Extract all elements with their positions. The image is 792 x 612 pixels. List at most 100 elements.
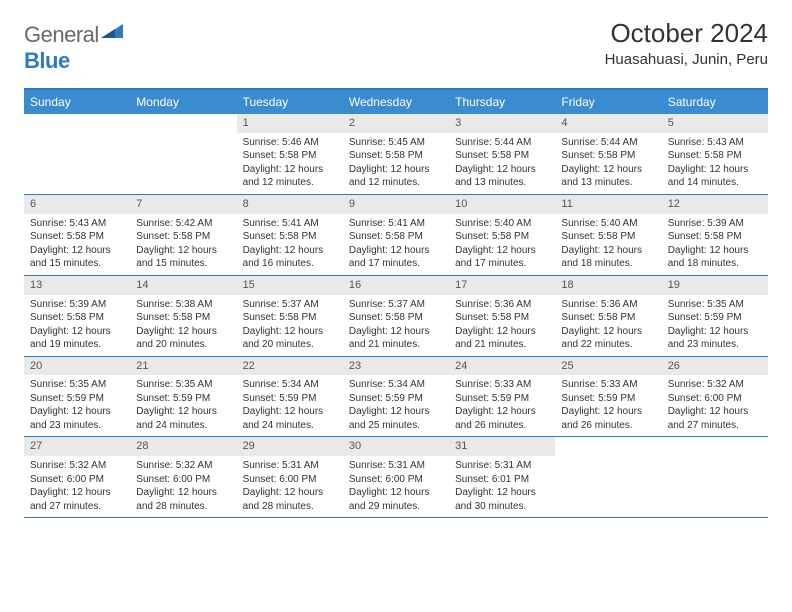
day-number: 16 bbox=[343, 276, 449, 295]
daylight-text: Daylight: 12 hours and 26 minutes. bbox=[455, 405, 549, 432]
day-number: 12 bbox=[662, 195, 768, 214]
day-header-row: Sunday Monday Tuesday Wednesday Thursday… bbox=[24, 90, 768, 114]
day-number: 22 bbox=[237, 357, 343, 376]
daylight-text: Daylight: 12 hours and 29 minutes. bbox=[349, 486, 443, 513]
sunset-text: Sunset: 5:58 PM bbox=[136, 230, 230, 244]
calendar-cell: . bbox=[662, 437, 768, 517]
sunset-text: Sunset: 5:58 PM bbox=[136, 311, 230, 325]
daylight-text: Daylight: 12 hours and 14 minutes. bbox=[668, 163, 762, 190]
sunrise-text: Sunrise: 5:44 AM bbox=[561, 136, 655, 150]
daylight-text: Daylight: 12 hours and 16 minutes. bbox=[243, 244, 337, 271]
sunset-text: Sunset: 5:58 PM bbox=[349, 149, 443, 163]
week-row: 27Sunrise: 5:32 AMSunset: 6:00 PMDayligh… bbox=[24, 437, 768, 518]
day-number: 29 bbox=[237, 437, 343, 456]
daylight-text: Daylight: 12 hours and 19 minutes. bbox=[30, 325, 124, 352]
calendar-cell: 27Sunrise: 5:32 AMSunset: 6:00 PMDayligh… bbox=[24, 437, 130, 517]
sunset-text: Sunset: 5:59 PM bbox=[455, 392, 549, 406]
sunset-text: Sunset: 6:00 PM bbox=[243, 473, 337, 487]
week-row: 20Sunrise: 5:35 AMSunset: 5:59 PMDayligh… bbox=[24, 357, 768, 438]
calendar-cell: 22Sunrise: 5:34 AMSunset: 5:59 PMDayligh… bbox=[237, 357, 343, 437]
sunrise-text: Sunrise: 5:32 AM bbox=[668, 378, 762, 392]
sunrise-text: Sunrise: 5:45 AM bbox=[349, 136, 443, 150]
sunrise-text: Sunrise: 5:38 AM bbox=[136, 298, 230, 312]
sunset-text: Sunset: 5:58 PM bbox=[243, 230, 337, 244]
day-number: 1 bbox=[237, 114, 343, 133]
daylight-text: Daylight: 12 hours and 28 minutes. bbox=[136, 486, 230, 513]
logo-triangle-icon bbox=[101, 18, 123, 44]
sunrise-text: Sunrise: 5:41 AM bbox=[349, 217, 443, 231]
sunrise-text: Sunrise: 5:41 AM bbox=[243, 217, 337, 231]
sunset-text: Sunset: 5:59 PM bbox=[668, 311, 762, 325]
calendar-cell: 16Sunrise: 5:37 AMSunset: 5:58 PMDayligh… bbox=[343, 276, 449, 356]
title-block: October 2024 Huasahuasi, Junin, Peru bbox=[605, 18, 768, 68]
day-body: Sunrise: 5:31 AMSunset: 6:00 PMDaylight:… bbox=[343, 456, 449, 517]
daylight-text: Daylight: 12 hours and 18 minutes. bbox=[561, 244, 655, 271]
day-number: 19 bbox=[662, 276, 768, 295]
day-number: 24 bbox=[449, 357, 555, 376]
calendar-cell: 11Sunrise: 5:40 AMSunset: 5:58 PMDayligh… bbox=[555, 195, 661, 275]
daylight-text: Daylight: 12 hours and 13 minutes. bbox=[561, 163, 655, 190]
day-number: 2 bbox=[343, 114, 449, 133]
sunrise-text: Sunrise: 5:34 AM bbox=[243, 378, 337, 392]
day-number: 13 bbox=[24, 276, 130, 295]
week-row: 6Sunrise: 5:43 AMSunset: 5:58 PMDaylight… bbox=[24, 195, 768, 276]
calendar-cell: 15Sunrise: 5:37 AMSunset: 5:58 PMDayligh… bbox=[237, 276, 343, 356]
logo-text-blue: Blue bbox=[24, 48, 70, 74]
calendar-cell: 8Sunrise: 5:41 AMSunset: 5:58 PMDaylight… bbox=[237, 195, 343, 275]
sunset-text: Sunset: 5:59 PM bbox=[243, 392, 337, 406]
day-body: Sunrise: 5:40 AMSunset: 5:58 PMDaylight:… bbox=[555, 214, 661, 275]
sunset-text: Sunset: 5:58 PM bbox=[668, 149, 762, 163]
calendar-cell: 14Sunrise: 5:38 AMSunset: 5:58 PMDayligh… bbox=[130, 276, 236, 356]
sunrise-text: Sunrise: 5:32 AM bbox=[30, 459, 124, 473]
day-body: Sunrise: 5:46 AMSunset: 5:58 PMDaylight:… bbox=[237, 133, 343, 194]
calendar-cell: 29Sunrise: 5:31 AMSunset: 6:00 PMDayligh… bbox=[237, 437, 343, 517]
daylight-text: Daylight: 12 hours and 15 minutes. bbox=[136, 244, 230, 271]
day-body: Sunrise: 5:41 AMSunset: 5:58 PMDaylight:… bbox=[343, 214, 449, 275]
sunrise-text: Sunrise: 5:35 AM bbox=[668, 298, 762, 312]
sunrise-text: Sunrise: 5:37 AM bbox=[349, 298, 443, 312]
day-body: Sunrise: 5:44 AMSunset: 5:58 PMDaylight:… bbox=[555, 133, 661, 194]
day-body: Sunrise: 5:39 AMSunset: 5:58 PMDaylight:… bbox=[24, 295, 130, 356]
calendar-cell: 30Sunrise: 5:31 AMSunset: 6:00 PMDayligh… bbox=[343, 437, 449, 517]
sunset-text: Sunset: 5:58 PM bbox=[30, 230, 124, 244]
sunset-text: Sunset: 5:58 PM bbox=[455, 311, 549, 325]
sunset-text: Sunset: 5:58 PM bbox=[561, 311, 655, 325]
daylight-text: Daylight: 12 hours and 26 minutes. bbox=[561, 405, 655, 432]
day-number: 8 bbox=[237, 195, 343, 214]
day-body: Sunrise: 5:32 AMSunset: 6:00 PMDaylight:… bbox=[24, 456, 130, 517]
sunset-text: Sunset: 6:00 PM bbox=[668, 392, 762, 406]
day-number: 18 bbox=[555, 276, 661, 295]
day-body: Sunrise: 5:45 AMSunset: 5:58 PMDaylight:… bbox=[343, 133, 449, 194]
calendar-cell: 9Sunrise: 5:41 AMSunset: 5:58 PMDaylight… bbox=[343, 195, 449, 275]
sunset-text: Sunset: 6:00 PM bbox=[30, 473, 124, 487]
daylight-text: Daylight: 12 hours and 13 minutes. bbox=[455, 163, 549, 190]
daylight-text: Daylight: 12 hours and 25 minutes. bbox=[349, 405, 443, 432]
sunset-text: Sunset: 5:59 PM bbox=[30, 392, 124, 406]
day-number: 15 bbox=[237, 276, 343, 295]
day-header-thu: Thursday bbox=[449, 90, 555, 114]
daylight-text: Daylight: 12 hours and 20 minutes. bbox=[243, 325, 337, 352]
day-body: Sunrise: 5:39 AMSunset: 5:58 PMDaylight:… bbox=[662, 214, 768, 275]
day-header-tue: Tuesday bbox=[237, 90, 343, 114]
day-body: Sunrise: 5:41 AMSunset: 5:58 PMDaylight:… bbox=[237, 214, 343, 275]
calendar-cell: 5Sunrise: 5:43 AMSunset: 5:58 PMDaylight… bbox=[662, 114, 768, 194]
calendar-cell: 26Sunrise: 5:32 AMSunset: 6:00 PMDayligh… bbox=[662, 357, 768, 437]
sunrise-text: Sunrise: 5:34 AM bbox=[349, 378, 443, 392]
sunrise-text: Sunrise: 5:31 AM bbox=[349, 459, 443, 473]
sunset-text: Sunset: 5:58 PM bbox=[561, 230, 655, 244]
sunset-text: Sunset: 5:58 PM bbox=[455, 230, 549, 244]
sunset-text: Sunset: 5:59 PM bbox=[136, 392, 230, 406]
calendar-cell: 28Sunrise: 5:32 AMSunset: 6:00 PMDayligh… bbox=[130, 437, 236, 517]
calendar: Sunday Monday Tuesday Wednesday Thursday… bbox=[24, 88, 768, 518]
calendar-cell: 1Sunrise: 5:46 AMSunset: 5:58 PMDaylight… bbox=[237, 114, 343, 194]
sunset-text: Sunset: 5:58 PM bbox=[243, 149, 337, 163]
sunrise-text: Sunrise: 5:40 AM bbox=[561, 217, 655, 231]
daylight-text: Daylight: 12 hours and 18 minutes. bbox=[668, 244, 762, 271]
day-body: Sunrise: 5:34 AMSunset: 5:59 PMDaylight:… bbox=[237, 375, 343, 436]
calendar-cell: . bbox=[555, 437, 661, 517]
sunrise-text: Sunrise: 5:39 AM bbox=[30, 298, 124, 312]
day-header-mon: Monday bbox=[130, 90, 236, 114]
sunset-text: Sunset: 6:01 PM bbox=[455, 473, 549, 487]
day-number: 20 bbox=[24, 357, 130, 376]
calendar-cell: 31Sunrise: 5:31 AMSunset: 6:01 PMDayligh… bbox=[449, 437, 555, 517]
